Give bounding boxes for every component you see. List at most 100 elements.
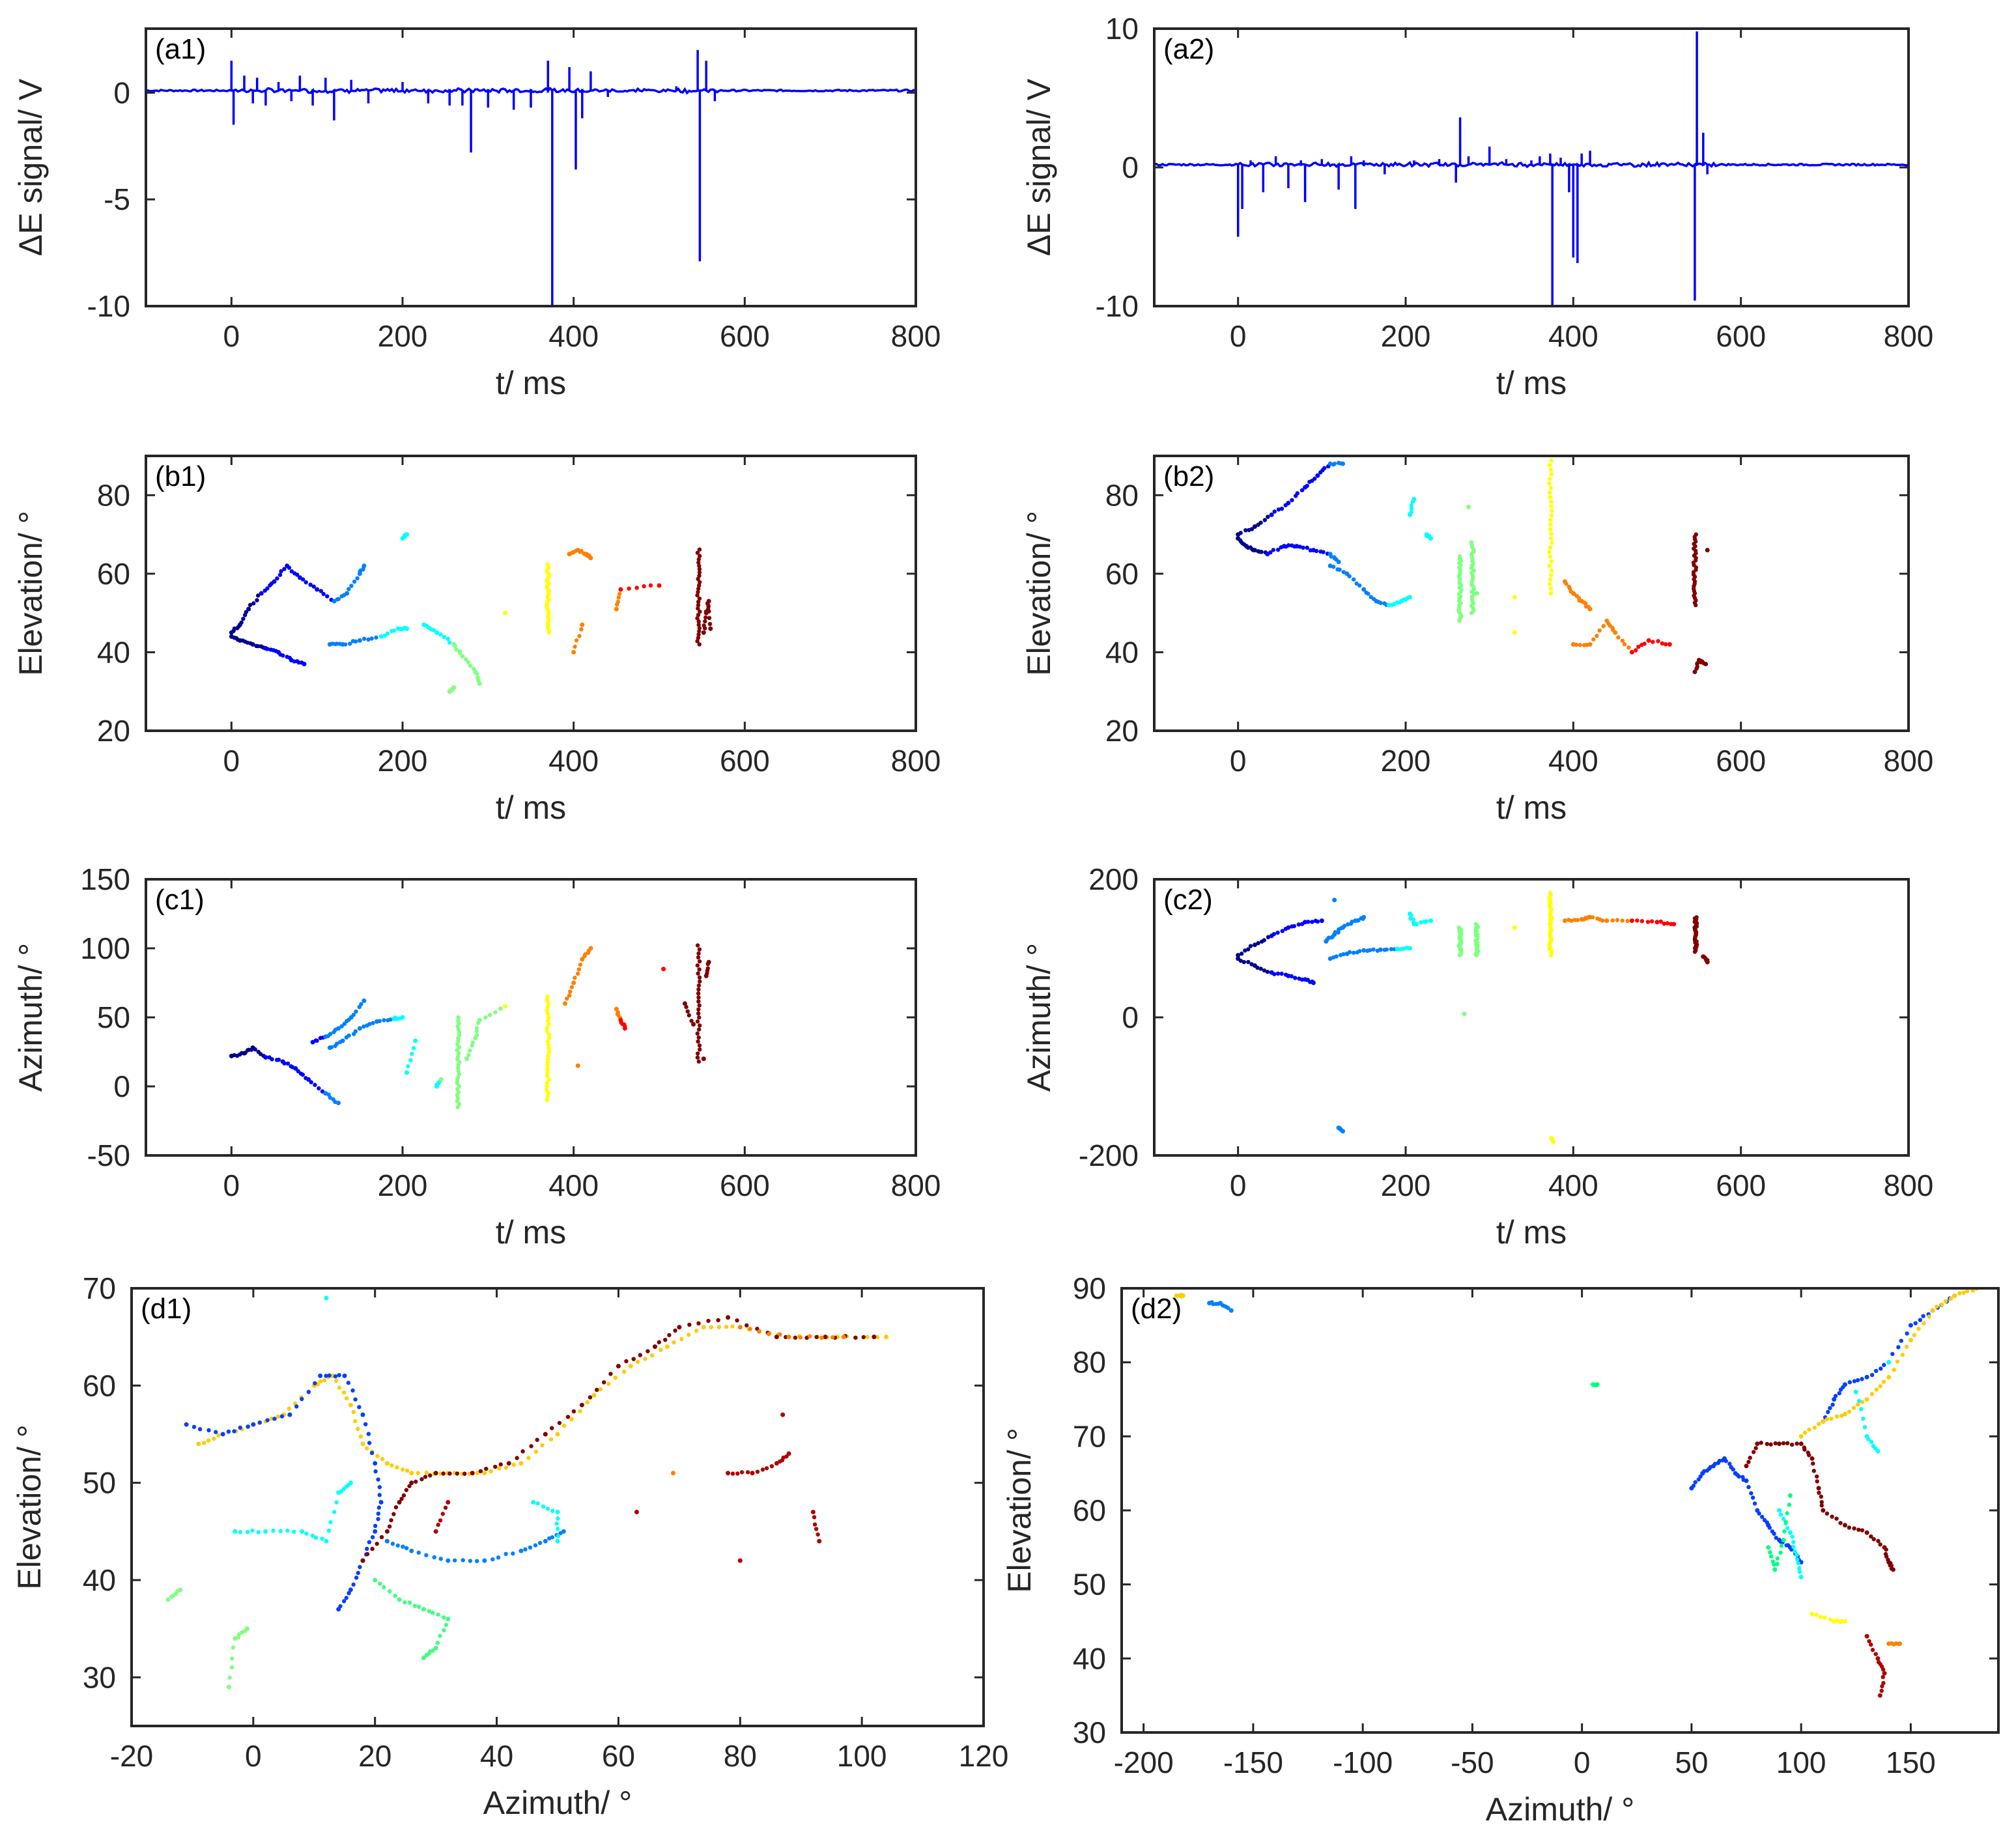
data-point bbox=[1384, 947, 1389, 952]
data-point bbox=[1409, 510, 1413, 515]
data-point bbox=[574, 638, 579, 643]
y-axis-label: Elevation/ ° bbox=[11, 1424, 48, 1589]
data-point bbox=[1952, 1293, 1957, 1298]
data-point bbox=[1562, 918, 1567, 924]
data-point bbox=[424, 1470, 429, 1475]
x-tick-label: 120 bbox=[959, 1739, 1009, 1773]
y-tick-label: 20 bbox=[1105, 714, 1139, 748]
data-point bbox=[384, 1538, 390, 1544]
data-point bbox=[1712, 1462, 1718, 1466]
data-point bbox=[376, 1505, 382, 1510]
series-c1-0 bbox=[229, 1045, 341, 1105]
data-point bbox=[696, 955, 701, 960]
data-point bbox=[1409, 913, 1413, 918]
data-point bbox=[571, 980, 576, 985]
data-point bbox=[1787, 1493, 1793, 1498]
data-point bbox=[278, 1529, 283, 1534]
data-point bbox=[336, 1607, 341, 1612]
series-c2-9 bbox=[1547, 891, 1554, 957]
data-point bbox=[1289, 974, 1294, 979]
series-b1-11 bbox=[701, 599, 713, 635]
data-point bbox=[696, 557, 702, 561]
data-point bbox=[696, 987, 701, 992]
data-point bbox=[1424, 919, 1429, 924]
data-point bbox=[1899, 1338, 1903, 1343]
plot-area-c2 bbox=[1236, 891, 1710, 1144]
data-point bbox=[697, 642, 702, 647]
data-point bbox=[709, 1325, 714, 1329]
data-point bbox=[1807, 1427, 1811, 1432]
data-point bbox=[1768, 1550, 1772, 1555]
data-point bbox=[569, 1417, 574, 1422]
data-point bbox=[579, 627, 584, 632]
data-point bbox=[1663, 642, 1668, 647]
data-point bbox=[352, 579, 357, 584]
data-point bbox=[1569, 918, 1574, 924]
data-point bbox=[1256, 940, 1260, 946]
data-point bbox=[1549, 504, 1554, 509]
data-point bbox=[697, 573, 702, 578]
data-point bbox=[1550, 509, 1554, 513]
y-tick-label: 40 bbox=[1073, 1641, 1106, 1675]
data-point bbox=[355, 576, 360, 581]
data-point bbox=[697, 547, 702, 552]
x-tick-label: 800 bbox=[1884, 1168, 1934, 1202]
series-c2-11 bbox=[1562, 914, 1677, 927]
data-point bbox=[1271, 548, 1276, 552]
data-point bbox=[520, 1449, 525, 1454]
data-point bbox=[336, 597, 341, 601]
data-point bbox=[395, 1543, 400, 1548]
data-point bbox=[1635, 918, 1640, 923]
data-point bbox=[354, 1576, 359, 1580]
data-point bbox=[1705, 548, 1710, 553]
data-point bbox=[1265, 969, 1270, 974]
data-point bbox=[340, 1038, 345, 1043]
data-point bbox=[1881, 1667, 1886, 1672]
data-point bbox=[1691, 1484, 1696, 1488]
data-point bbox=[1634, 648, 1638, 653]
data-point bbox=[535, 1501, 540, 1506]
data-point bbox=[1351, 950, 1356, 955]
data-point bbox=[545, 1029, 549, 1034]
data-point bbox=[1703, 662, 1709, 667]
data-point bbox=[287, 1412, 292, 1417]
data-point bbox=[793, 1335, 798, 1340]
data-point bbox=[380, 1456, 385, 1462]
data-point bbox=[1548, 891, 1553, 896]
data-point bbox=[339, 1024, 344, 1028]
x-axis-label: t/ ms bbox=[1496, 789, 1567, 826]
data-point bbox=[687, 1322, 692, 1327]
x-tick-label: 200 bbox=[1381, 319, 1431, 353]
series-b1-6 bbox=[545, 562, 552, 635]
plot-area-b1 bbox=[229, 532, 713, 694]
data-point bbox=[1828, 1617, 1833, 1622]
data-point bbox=[1366, 591, 1370, 596]
data-point bbox=[1246, 959, 1251, 965]
data-point bbox=[547, 1043, 551, 1047]
data-point bbox=[347, 1591, 351, 1596]
data-point bbox=[348, 1587, 353, 1592]
series-b1-8 bbox=[571, 622, 585, 655]
data-point bbox=[431, 628, 436, 632]
data-point bbox=[1798, 1574, 1804, 1579]
data-point bbox=[366, 637, 371, 642]
data-point bbox=[1266, 935, 1271, 940]
data-point bbox=[616, 1363, 621, 1368]
data-point bbox=[737, 1558, 743, 1563]
data-point bbox=[328, 1096, 332, 1100]
data-point bbox=[1286, 973, 1291, 978]
series-c2-0 bbox=[1236, 918, 1324, 958]
data-point bbox=[306, 1390, 311, 1394]
data-point bbox=[565, 1415, 571, 1419]
data-point bbox=[1591, 637, 1596, 642]
data-point bbox=[550, 1508, 555, 1514]
data-point bbox=[1512, 595, 1517, 600]
data-point bbox=[696, 636, 701, 640]
data-point bbox=[1211, 1302, 1215, 1307]
data-point bbox=[1869, 1534, 1873, 1539]
data-point bbox=[695, 963, 700, 968]
data-point bbox=[382, 1585, 386, 1590]
data-point bbox=[317, 1086, 321, 1091]
data-point bbox=[696, 560, 701, 565]
x-axis-label: t/ ms bbox=[496, 789, 566, 826]
